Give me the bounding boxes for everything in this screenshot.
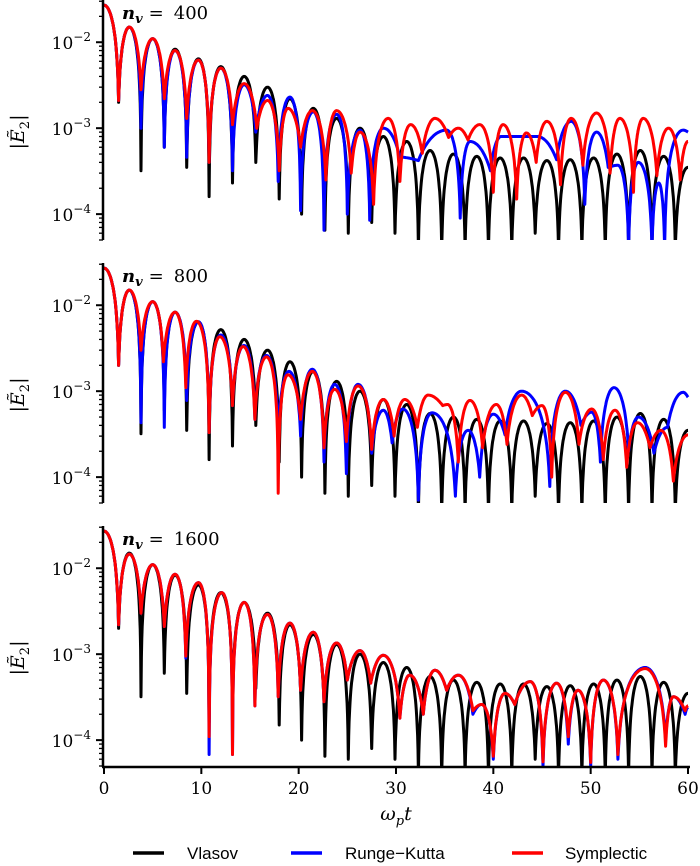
- panel-label-value: 1600: [174, 529, 220, 550]
- panel-label-equals: =: [149, 266, 164, 287]
- y-tick-exponent: −2: [73, 556, 91, 570]
- x-tick-label: 50: [580, 779, 602, 799]
- series-group: [104, 529, 690, 766]
- y-tick-label: 10−4: [52, 465, 92, 489]
- y-tick-exponent: −4: [73, 465, 91, 479]
- series-group: [104, 3, 690, 240]
- y-tick-exponent: −3: [73, 116, 91, 130]
- legend-item-runge-kutta: Runge−Kutta: [291, 844, 445, 863]
- panel-3: 10−210−310−4|Ẽ2|nv = 1600: [7, 526, 690, 767]
- y-axis-label-symbol: Ẽ: [7, 655, 29, 670]
- x-axis-label: ωpt: [380, 803, 412, 829]
- panel-label-subscript: v: [135, 12, 143, 27]
- panels: 10−210−310−4|Ẽ2|nv = 40010−210−310−4|Ẽ2|nv…: [7, 0, 699, 799]
- series-line-vlasov: [104, 529, 689, 766]
- y-axis-label-right: |: [7, 641, 29, 647]
- panel-label-value: 800: [174, 266, 208, 287]
- x-tick-label: 0: [99, 779, 110, 799]
- series-line-runge-kutta: [104, 266, 690, 502]
- y-tick-label: 10−3: [52, 642, 91, 666]
- x-tick-label: 40: [483, 779, 505, 799]
- y-axis-label-subscript: 2: [18, 384, 33, 392]
- y-tick-label: 10−3: [52, 379, 91, 403]
- x-tick-label: 30: [385, 779, 407, 799]
- legend-label-symplectic: Symplectic: [565, 844, 648, 863]
- y-axis-label-subscript: 2: [18, 121, 33, 129]
- y-axis-label-subscript: 2: [18, 647, 33, 655]
- series-line-symplectic: [104, 529, 690, 764]
- y-tick-base: 10: [52, 383, 74, 403]
- y-axis-label-left: |: [7, 143, 29, 149]
- series-line-symplectic: [104, 3, 690, 206]
- y-tick-base: 10: [52, 469, 74, 489]
- y-axis-label: |Ẽ2|: [7, 115, 33, 150]
- legend-label-vlasov: Vlasov: [187, 844, 239, 863]
- y-tick-exponent: −4: [73, 728, 91, 742]
- panel-label: nv = 1600: [122, 529, 220, 553]
- y-tick-exponent: −2: [73, 293, 91, 307]
- y-tick-label: 10−2: [52, 293, 91, 317]
- y-tick-exponent: −4: [73, 202, 91, 216]
- x-tick-label: 20: [288, 779, 310, 799]
- panel-1: 10−210−310−4|Ẽ2|nv = 400: [7, 0, 690, 241]
- y-axis-label-left: |: [7, 406, 29, 412]
- y-tick-label: 10−4: [52, 202, 92, 226]
- panel-label-value: 400: [174, 3, 208, 24]
- y-tick-exponent: −3: [73, 642, 91, 656]
- y-tick-base: 10: [52, 206, 74, 226]
- y-tick-exponent: −2: [73, 30, 91, 44]
- x-tick-label: 60: [677, 779, 699, 799]
- series-line-vlasov: [104, 3, 689, 240]
- legend: Vlasov Runge−Kutta Symplectic: [133, 844, 648, 863]
- y-axis-label-right: |: [7, 378, 29, 384]
- x-tick-label: 10: [191, 779, 213, 799]
- y-axis-label-left: |: [7, 669, 29, 675]
- y-tick-label: 10−2: [52, 30, 91, 54]
- y-axis-label: |Ẽ2|: [7, 641, 33, 676]
- x-axis-label-rest: t: [404, 803, 412, 825]
- y-tick-label: 10−2: [52, 556, 91, 580]
- y-tick-base: 10: [52, 732, 74, 752]
- legend-label-runge-kutta: Runge−Kutta: [345, 844, 445, 863]
- y-axis-label: |Ẽ2|: [7, 378, 33, 413]
- legend-item-symplectic: Symplectic: [512, 844, 648, 863]
- x-axis: 0 10 20 30 40 50 60: [99, 765, 699, 799]
- y-axis-label-symbol: Ẽ: [7, 129, 29, 144]
- panel-label-symbol: n: [122, 266, 135, 287]
- panel-label-equals: =: [149, 3, 164, 24]
- panel-label-equals: =: [149, 529, 164, 550]
- y-tick-label: 10−3: [52, 116, 91, 140]
- y-tick-base: 10: [52, 646, 74, 666]
- y-tick-label: 10−4: [52, 728, 92, 752]
- y-tick-base: 10: [52, 297, 74, 317]
- panel-label: nv = 400: [122, 3, 208, 27]
- panel-label-subscript: v: [135, 538, 143, 553]
- x-axis-label-symbol: ω: [380, 803, 396, 825]
- y-axis-label-right: |: [7, 115, 29, 121]
- y-tick-base: 10: [52, 120, 74, 140]
- y-tick-base: 10: [52, 560, 74, 580]
- x-axis-label-subscript: p: [396, 814, 405, 829]
- panel-label: nv = 800: [122, 266, 208, 290]
- panel-label-subscript: v: [135, 275, 143, 290]
- y-axis-label-symbol: Ẽ: [7, 392, 29, 407]
- panel-label-symbol: n: [122, 529, 135, 550]
- legend-item-vlasov: Vlasov: [133, 844, 239, 863]
- y-tick-base: 10: [52, 34, 74, 54]
- series-line-vlasov: [104, 266, 689, 503]
- series-line-symplectic: [104, 266, 689, 495]
- series-group: [104, 266, 690, 503]
- panel-2: 10−210−310−4|Ẽ2|nv = 800: [7, 263, 690, 504]
- y-tick-exponent: −3: [73, 379, 91, 393]
- panel-label-symbol: n: [122, 3, 135, 24]
